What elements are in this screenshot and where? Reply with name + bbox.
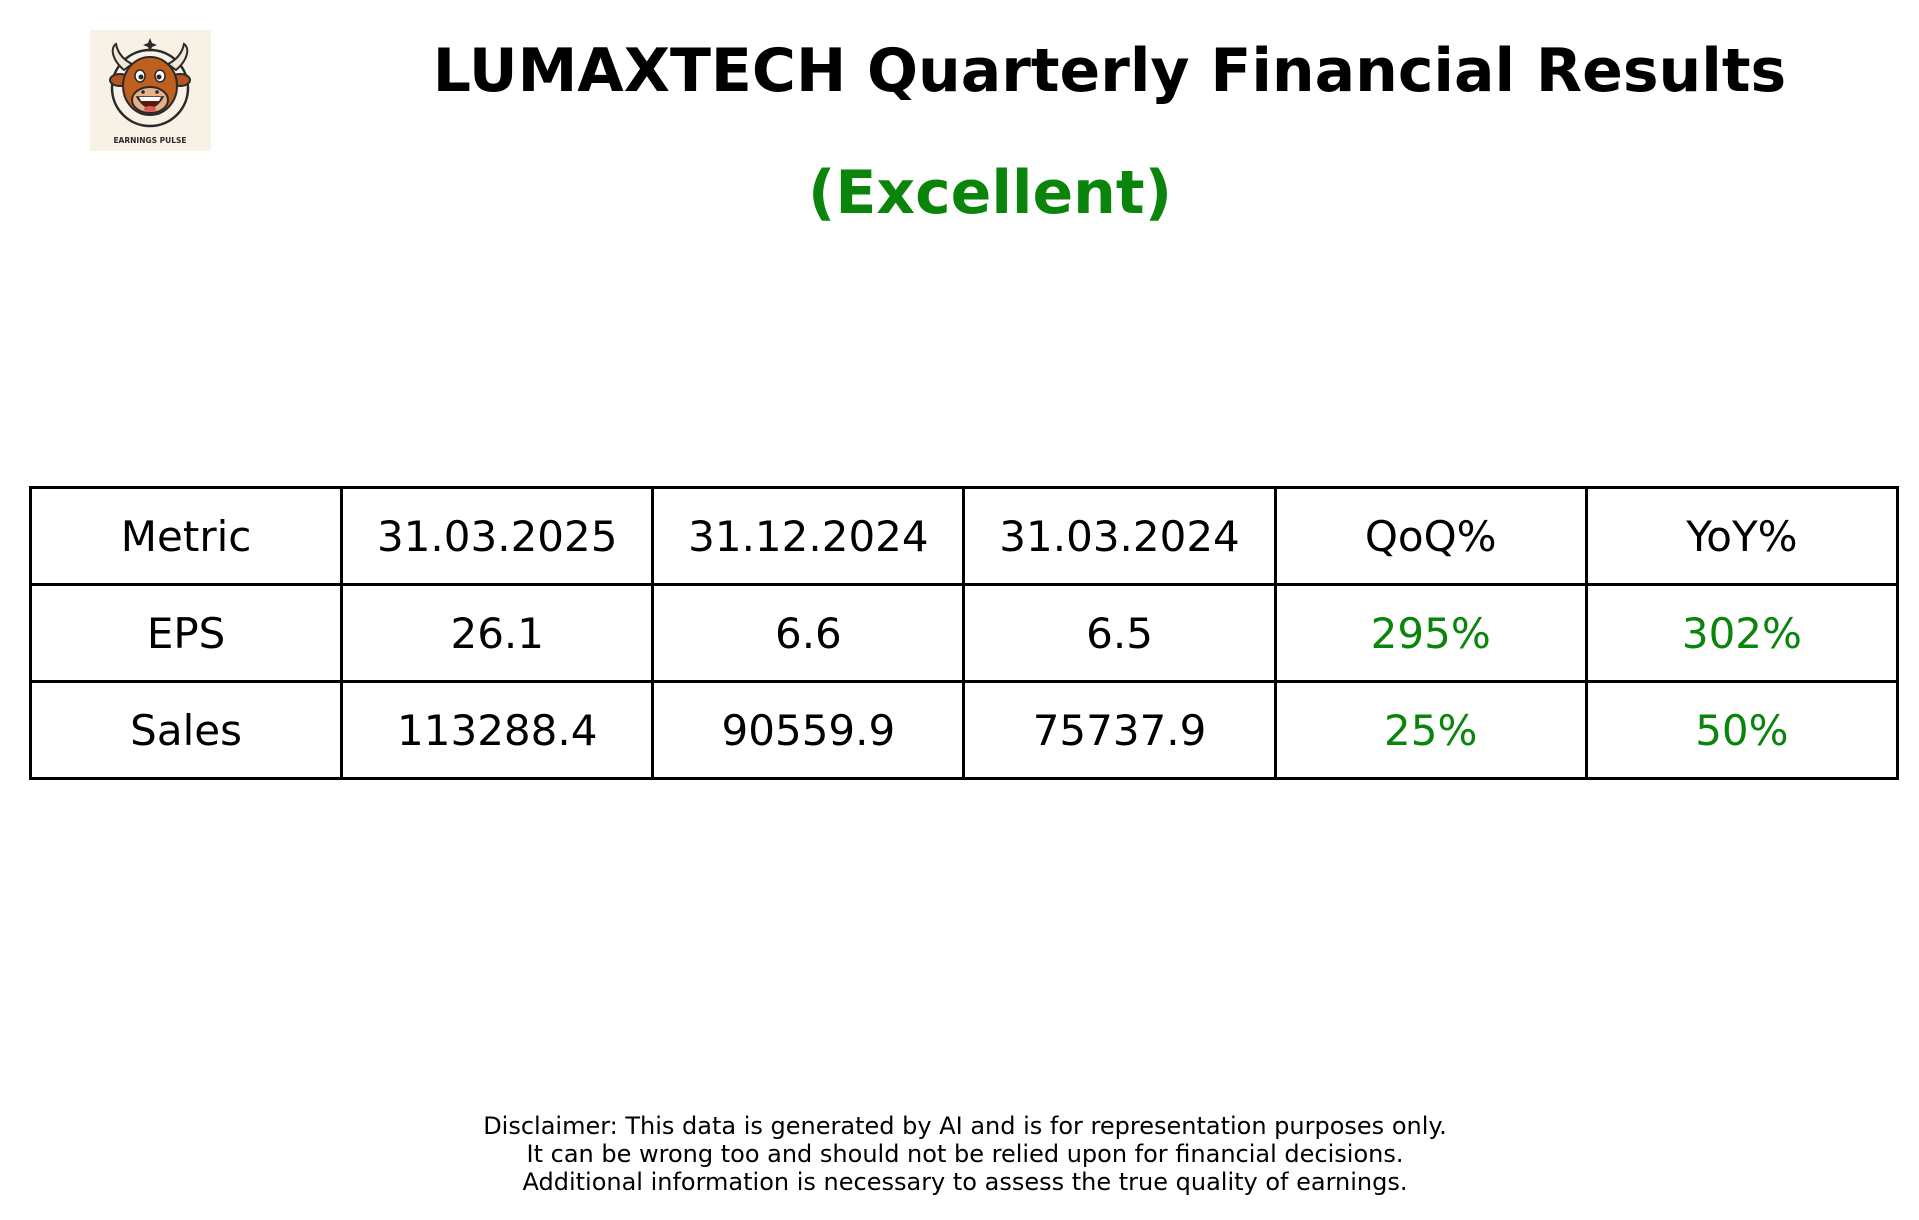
header-cell-period-1: 31.03.2025 xyxy=(340,486,655,586)
header-cell-metric: Metric xyxy=(28,486,344,586)
disclaimer-line: It can be wrong too and should not be re… xyxy=(526,1140,1404,1168)
metric-label-cell: Sales xyxy=(28,680,344,780)
yoy-change-cell: 50% xyxy=(1584,680,1900,780)
bull-mascot-icon: EARNINGS PULSE xyxy=(109,38,191,145)
value-cell: 113288.4 xyxy=(340,680,655,780)
svg-text:EARNINGS PULSE: EARNINGS PULSE xyxy=(113,136,186,145)
table-row-eps: EPS 26.1 6.6 6.5 295% 302% xyxy=(28,583,1900,683)
value-cell: 26.1 xyxy=(340,583,655,683)
disclaimer-line: Additional information is necessary to a… xyxy=(522,1168,1408,1196)
value-cell: 90559.9 xyxy=(651,680,966,780)
disclaimer-line: Disclaimer: This data is generated by AI… xyxy=(483,1112,1447,1140)
yoy-change-cell: 302% xyxy=(1584,583,1900,683)
header-cell-period-3: 31.03.2024 xyxy=(962,486,1277,586)
financial-results-table: Metric 31.03.2025 31.12.2024 31.03.2024 … xyxy=(28,486,1900,780)
value-cell: 75737.9 xyxy=(962,680,1277,780)
header-cell-period-2: 31.12.2024 xyxy=(651,486,966,586)
value-cell: 6.6 xyxy=(651,583,966,683)
header-cell-qoq: QoQ% xyxy=(1273,486,1588,586)
qoq-change-cell: 25% xyxy=(1273,680,1588,780)
qoq-change-cell: 295% xyxy=(1273,583,1588,683)
page-title: LUMAXTECH Quarterly Financial Results xyxy=(432,36,1787,106)
table-header-row: Metric 31.03.2025 31.12.2024 31.03.2024 … xyxy=(28,486,1900,586)
rating-label: (Excellent) xyxy=(807,158,1172,228)
disclaimer: Disclaimer: This data is generated by AI… xyxy=(0,1112,1919,1196)
earnings-pulse-logo: EARNINGS PULSE xyxy=(90,30,211,151)
metric-label-cell: EPS xyxy=(28,583,344,683)
value-cell: 6.5 xyxy=(962,583,1277,683)
header-cell-yoy: YoY% xyxy=(1584,486,1900,586)
table-row-sales: Sales 113288.4 90559.9 75737.9 25% 50% xyxy=(28,680,1900,780)
